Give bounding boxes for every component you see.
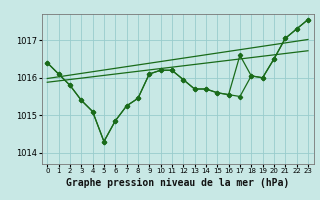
X-axis label: Graphe pression niveau de la mer (hPa): Graphe pression niveau de la mer (hPa) [66, 178, 289, 188]
